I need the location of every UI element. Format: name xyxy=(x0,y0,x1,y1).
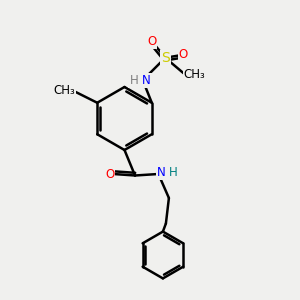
Text: N: N xyxy=(142,74,151,87)
Text: O: O xyxy=(147,35,156,48)
Text: H: H xyxy=(168,166,177,179)
Text: H: H xyxy=(129,74,138,87)
Text: CH₃: CH₃ xyxy=(53,84,75,97)
Text: N: N xyxy=(157,166,166,179)
Text: O: O xyxy=(105,167,114,181)
Text: S: S xyxy=(161,51,170,65)
Text: O: O xyxy=(179,48,188,61)
Text: CH₃: CH₃ xyxy=(184,68,205,81)
